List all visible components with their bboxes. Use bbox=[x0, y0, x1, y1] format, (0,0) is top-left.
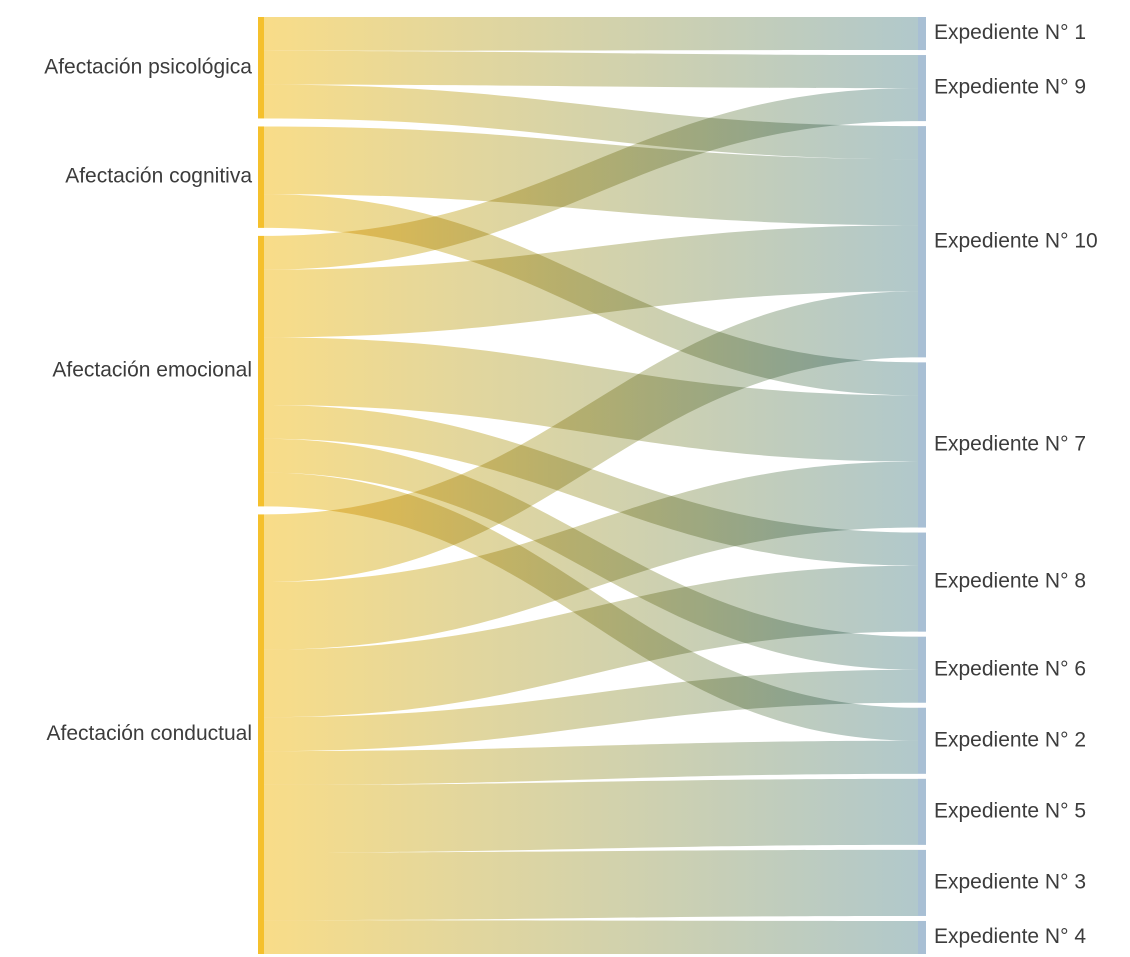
target-label-expediente-n-2: Expediente N° 2 bbox=[934, 728, 1086, 751]
target-label-expediente-n-6: Expediente N° 6 bbox=[934, 657, 1086, 680]
sankey-link-afectacion-emocional-to-expediente-n-7[interactable] bbox=[264, 337, 918, 462]
source-label-afectacion-conductual: Afectación conductual bbox=[47, 722, 252, 745]
sankey-link-afectacion-emocional-to-expediente-n-2[interactable] bbox=[264, 472, 918, 741]
target-label-expediente-n-7: Expediente N° 7 bbox=[934, 433, 1086, 456]
target-label-expediente-n-8: Expediente N° 8 bbox=[934, 570, 1086, 593]
sankey-links bbox=[264, 17, 918, 954]
target-node-expediente-n-7[interactable] bbox=[918, 362, 926, 528]
target-node-expediente-n-1[interactable] bbox=[918, 17, 926, 51]
target-label-expediente-n-3: Expediente N° 3 bbox=[934, 870, 1086, 893]
sankey-link-afectacion-conductual-to-expediente-n-5[interactable] bbox=[264, 778, 918, 853]
sankey-link-afectacion-psicologica-to-expediente-n-1[interactable] bbox=[264, 17, 918, 51]
sankey-link-afectacion-psicologica-to-expediente-n-9[interactable] bbox=[264, 50, 918, 89]
target-label-expediente-n-10: Expediente N° 10 bbox=[934, 229, 1098, 252]
target-node-expediente-n-9[interactable] bbox=[918, 55, 926, 122]
sankey-link-afectacion-emocional-to-expediente-n-10[interactable] bbox=[264, 225, 918, 338]
source-node-afectacion-conductual[interactable] bbox=[258, 514, 264, 954]
target-label-expediente-n-4: Expediente N° 4 bbox=[934, 925, 1086, 948]
sankey-link-afectacion-conductual-to-expediente-n-2[interactable] bbox=[264, 740, 918, 785]
target-node-expediente-n-3[interactable] bbox=[918, 849, 926, 916]
sankey-link-afectacion-conductual-to-expediente-n-8[interactable] bbox=[264, 565, 918, 718]
target-node-expediente-n-5[interactable] bbox=[918, 778, 926, 845]
sankey-link-afectacion-conductual-to-expediente-n-10[interactable] bbox=[264, 291, 918, 583]
sankey-link-afectacion-conductual-to-expediente-n-6[interactable] bbox=[264, 669, 918, 752]
target-node-expediente-n-2[interactable] bbox=[918, 707, 926, 774]
target-label-expediente-n-9: Expediente N° 9 bbox=[934, 76, 1086, 99]
sankey-link-afectacion-conductual-to-expediente-n-7[interactable] bbox=[264, 461, 918, 650]
sankey-labels: Afectación psicológica Afectación cogniti… bbox=[44, 21, 1097, 948]
sankey-nodes bbox=[258, 17, 926, 954]
target-node-expediente-n-10[interactable] bbox=[918, 126, 926, 358]
target-label-expediente-n-5: Expediente N° 5 bbox=[934, 799, 1086, 822]
sankey-link-afectacion-psicologica-to-expediente-n-10[interactable] bbox=[264, 84, 918, 160]
source-label-afectacion-psicologica: Afectación psicológica bbox=[44, 55, 252, 78]
target-label-expediente-n-1: Expediente N° 1 bbox=[934, 21, 1086, 44]
target-node-expediente-n-8[interactable] bbox=[918, 532, 926, 632]
source-node-afectacion-psicologica[interactable] bbox=[258, 17, 264, 119]
sankey-link-afectacion-emocional-to-expediente-n-9[interactable] bbox=[264, 88, 918, 270]
source-label-afectacion-cognitiva: Afectación cognitiva bbox=[65, 165, 252, 188]
target-node-expediente-n-6[interactable] bbox=[918, 636, 926, 703]
target-node-expediente-n-4[interactable] bbox=[918, 920, 926, 954]
sankey-link-afectacion-conductual-to-expediente-n-4[interactable] bbox=[264, 920, 918, 954]
source-node-afectacion-emocional[interactable] bbox=[258, 235, 264, 507]
source-node-afectacion-cognitiva[interactable] bbox=[258, 126, 264, 228]
source-label-afectacion-emocional: Afectación emocional bbox=[52, 359, 252, 382]
sankey-link-afectacion-conductual-to-expediente-n-3[interactable] bbox=[264, 849, 918, 921]
